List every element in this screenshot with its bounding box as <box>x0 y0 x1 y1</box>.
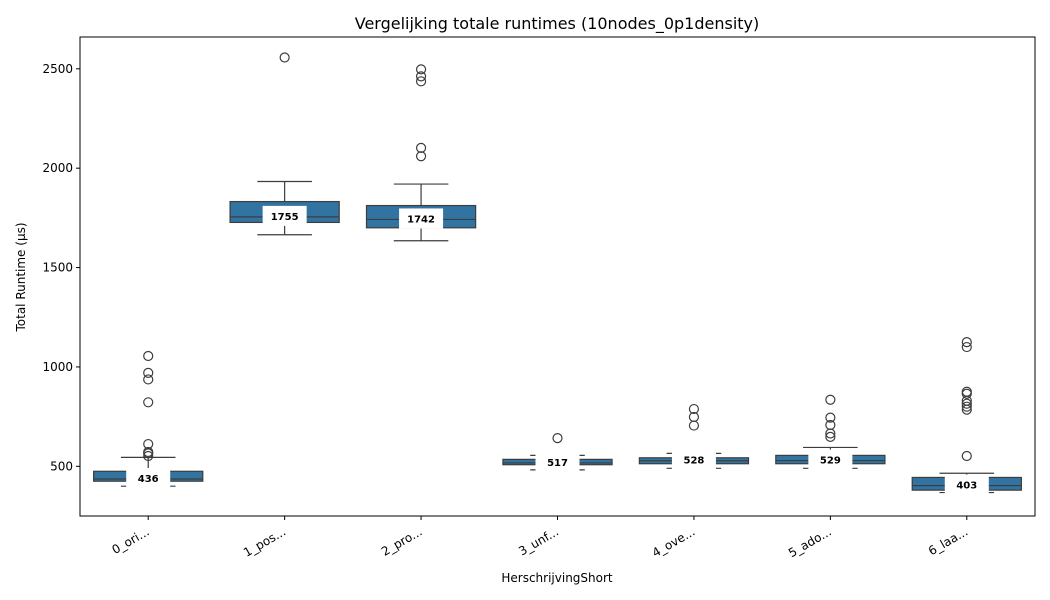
plot-area: 436 1755 1742 517 528 529 403 <box>93 52 1022 495</box>
median-label-background <box>808 449 853 470</box>
median-label: 529 <box>820 456 841 467</box>
median-label: 1742 <box>407 214 435 225</box>
median-label: 436 <box>138 474 159 485</box>
outlier-point <box>143 448 154 459</box>
outlier-point <box>415 151 427 162</box>
outlier-point <box>961 398 972 409</box>
outlier-point <box>415 64 427 75</box>
y-tick-label: 2500 <box>42 62 73 76</box>
chart-title: Vergelijking totale runtimes (10nodes_0p… <box>355 14 760 34</box>
outlier-point <box>961 401 972 412</box>
y-tick-label: 1000 <box>42 360 73 374</box>
outlier-point <box>688 420 700 431</box>
median-label-background <box>671 449 716 470</box>
box-group: 436 <box>93 350 204 489</box>
box-group: 1755 <box>229 52 340 236</box>
y-tick-label: 500 <box>50 459 73 473</box>
outlier-point <box>825 428 836 439</box>
box-group: 1742 <box>365 64 477 242</box>
outlier-point <box>143 397 154 408</box>
outlier-point <box>143 367 154 378</box>
y-axis: 500 1000 1500 2000 2500 <box>42 62 80 473</box>
box-group: 528 <box>638 403 750 470</box>
outlier-point <box>825 431 836 442</box>
median-label: 403 <box>956 481 977 492</box>
median-label-background <box>944 474 989 495</box>
outlier-point <box>143 350 154 362</box>
outlier-point <box>961 450 972 462</box>
outlier-point <box>415 76 427 87</box>
median-label-background <box>262 205 307 226</box>
y-axis-label: Total Runtime (µs) <box>14 222 28 332</box>
outlier-point <box>961 404 972 415</box>
box-group: 403 <box>911 336 1022 495</box>
median-label: 517 <box>547 458 568 469</box>
outlier-point <box>961 341 972 353</box>
median-label: 1755 <box>271 212 299 223</box>
y-tick-label: 2000 <box>42 161 73 175</box>
outlier-point <box>143 450 154 462</box>
outlier-point <box>825 394 836 405</box>
outlier-point <box>688 403 700 415</box>
median-label-background <box>126 468 171 489</box>
outlier-point <box>415 142 427 154</box>
outlier-point <box>415 71 427 82</box>
outlier-point <box>279 52 290 63</box>
outlier-point <box>825 412 836 423</box>
outlier-point <box>143 374 154 385</box>
box-group: 517 <box>502 432 613 472</box>
median-label: 528 <box>683 456 704 467</box>
outlier-point <box>961 336 972 348</box>
x-axis-label: HerschrijvingShort <box>501 571 613 585</box>
outlier-point <box>552 432 563 444</box>
outlier-point <box>961 388 972 399</box>
median-label-background <box>399 208 444 229</box>
box-group: 529 <box>775 394 886 470</box>
median-label-background <box>535 451 580 472</box>
y-tick-label: 1500 <box>42 261 73 275</box>
